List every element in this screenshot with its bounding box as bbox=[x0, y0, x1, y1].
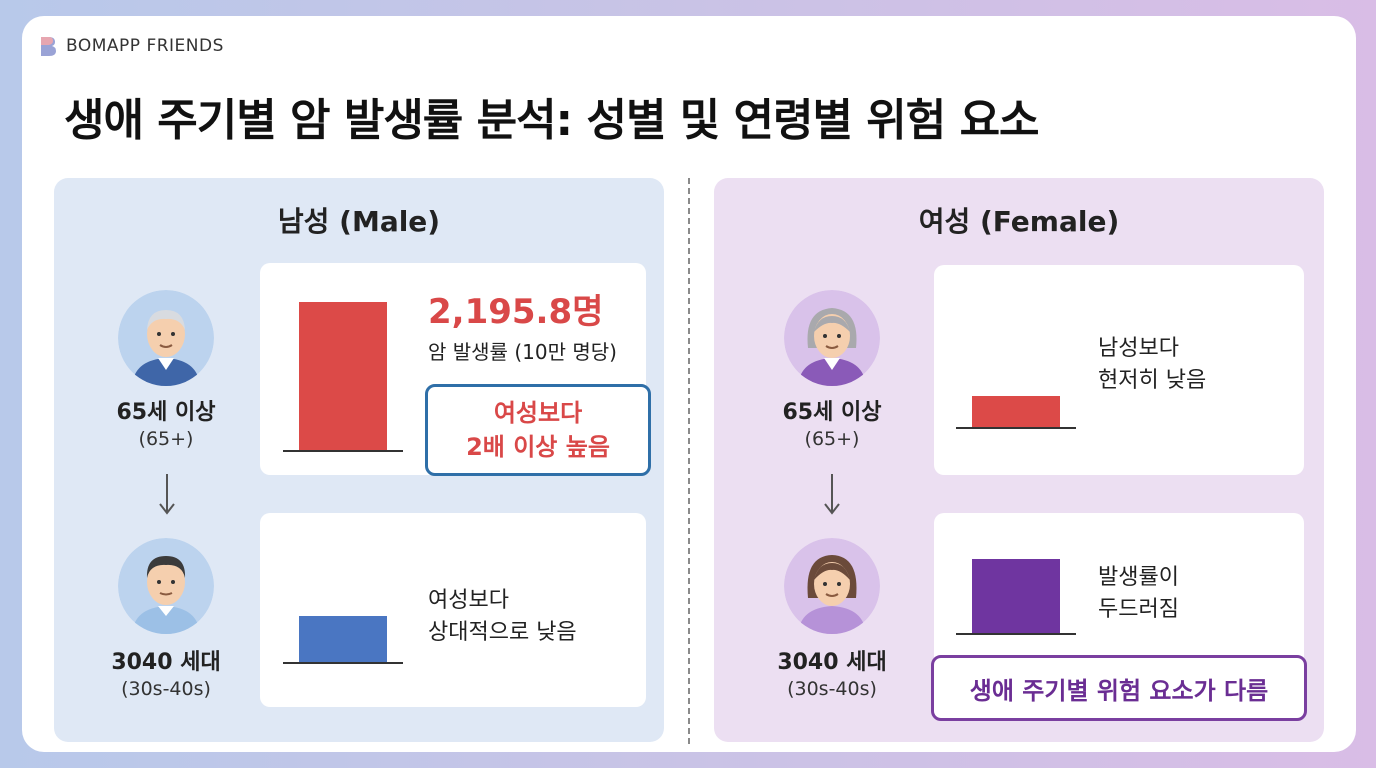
female-heading: 여성 (Female) bbox=[918, 205, 1120, 238]
middle-aged-woman-icon bbox=[784, 538, 880, 634]
male-senior-unit: 암 발생률 (10만 명당) bbox=[428, 340, 617, 364]
bomapp-logo-icon bbox=[41, 37, 56, 56]
male-young-box bbox=[260, 513, 646, 707]
male-senior-bar bbox=[299, 302, 387, 450]
elderly-woman-icon bbox=[784, 290, 880, 386]
female-senior-bar bbox=[972, 396, 1060, 427]
baseline bbox=[956, 633, 1076, 635]
male-senior-callout: 여성보다 2배 이상 높음 bbox=[425, 384, 651, 476]
baseline bbox=[956, 427, 1076, 429]
male-young-sub: (30s-40s) bbox=[121, 678, 211, 700]
male-young-label: 3040 세대 bbox=[111, 650, 221, 675]
female-young-callout: 생애 주기별 위험 요소가 다름 bbox=[931, 655, 1307, 721]
elderly-man-icon bbox=[118, 290, 214, 386]
female-senior-desc: 남성보다 현저히 낮음 bbox=[1098, 336, 1207, 393]
middle-aged-man-icon bbox=[118, 538, 214, 634]
female-young-desc: 발생률이 두드러짐 bbox=[1098, 565, 1179, 622]
female-young-label: 3040 세대 bbox=[777, 650, 887, 675]
brand: BOMAPP FRIENDS bbox=[38, 34, 224, 58]
male-young-desc: 여성보다 상대적으로 낮음 bbox=[428, 588, 577, 645]
female-senior-sub: (65+) bbox=[804, 428, 860, 450]
female-senior-label: 65세 이상 bbox=[782, 400, 882, 425]
brand-name: BOMAPP FRIENDS bbox=[66, 36, 224, 56]
male-senior-value: 2,195.8명 bbox=[428, 292, 604, 332]
female-senior-box bbox=[934, 265, 1304, 475]
male-young-bar bbox=[299, 616, 387, 662]
female-young-bar bbox=[972, 559, 1060, 633]
male-heading: 남성 (Male) bbox=[277, 205, 441, 238]
male-senior-sub: (65+) bbox=[138, 428, 194, 450]
baseline bbox=[283, 662, 403, 664]
baseline bbox=[283, 450, 403, 452]
page-title: 생애 주기별 암 발생률 분석: 성별 및 연령별 위험 요소 bbox=[64, 95, 1040, 146]
divider bbox=[688, 178, 690, 744]
down-arrow-icon bbox=[824, 474, 840, 515]
female-young-sub: (30s-40s) bbox=[787, 678, 877, 700]
down-arrow-icon bbox=[159, 474, 175, 515]
male-senior-label: 65세 이상 bbox=[116, 400, 216, 425]
